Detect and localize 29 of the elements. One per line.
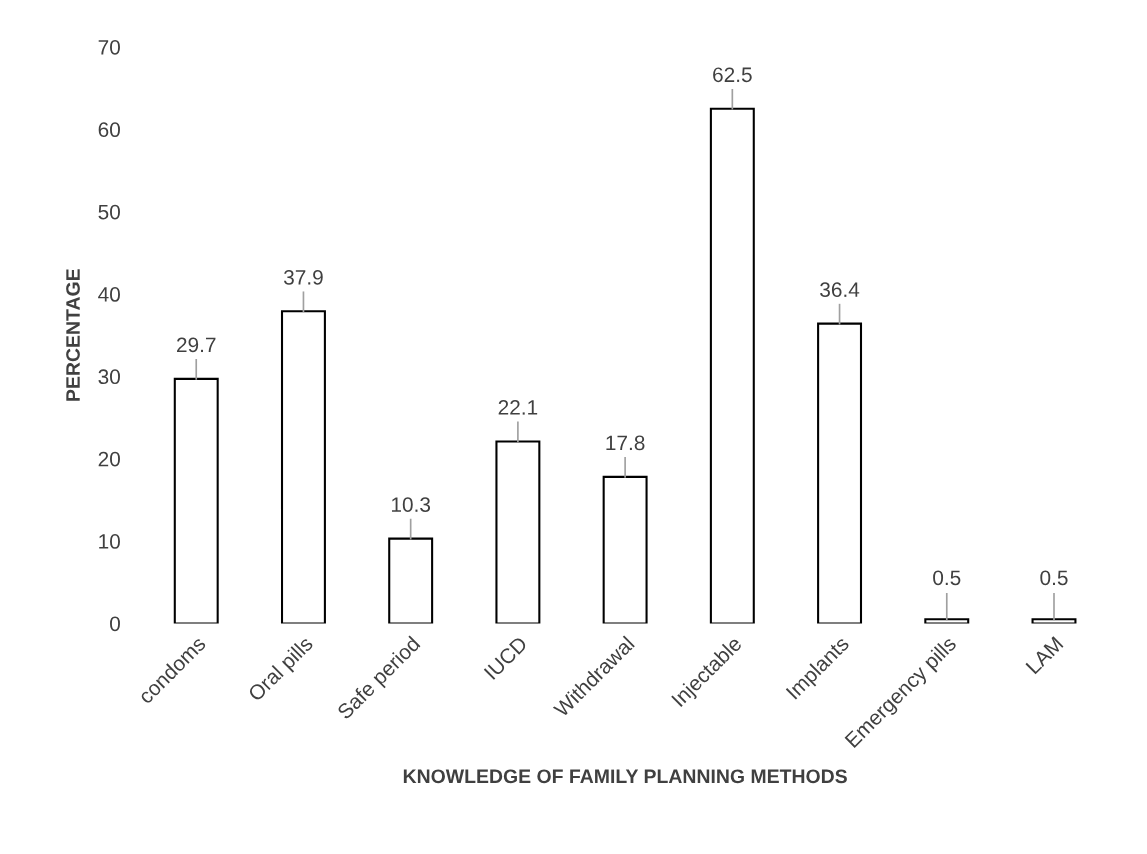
data-label: 10.3 [391, 497, 431, 512]
y-tick-label: 20 [98, 451, 120, 467]
data-label: 0.5 [933, 570, 961, 586]
bar [280, 310, 326, 624]
x-axis-title: KNOWLEDGE OF FAMILY PLANNING METHODS [403, 769, 847, 784]
y-tick-label: 10 [99, 534, 120, 549]
bar [817, 322, 863, 624]
data-label: 17.8 [606, 435, 645, 451]
bar [1031, 618, 1077, 624]
bar [709, 107, 755, 624]
bar [495, 440, 541, 624]
y-tick-label: 40 [98, 287, 120, 302]
data-label: 0.5 [1040, 570, 1068, 586]
y-tick-label: 60 [98, 122, 120, 138]
y-tick-label: 30 [98, 369, 120, 385]
bar [173, 377, 219, 624]
bar [924, 618, 970, 624]
data-label: 37.9 [283, 269, 323, 285]
data-label: 36.4 [820, 282, 860, 298]
bar [602, 475, 648, 624]
data-label: 29.7 [177, 337, 216, 353]
y-tick-label: 70 [98, 39, 120, 55]
data-label: 62.5 [713, 67, 752, 83]
y-axis-title: PERCENTAGE [66, 269, 80, 401]
x-tick-label: Oral pills [246, 635, 317, 705]
y-tick-label: 50 [98, 204, 120, 220]
data-label: 22.1 [498, 400, 538, 415]
bar [388, 537, 434, 624]
y-tick-label: 0 [110, 616, 120, 632]
